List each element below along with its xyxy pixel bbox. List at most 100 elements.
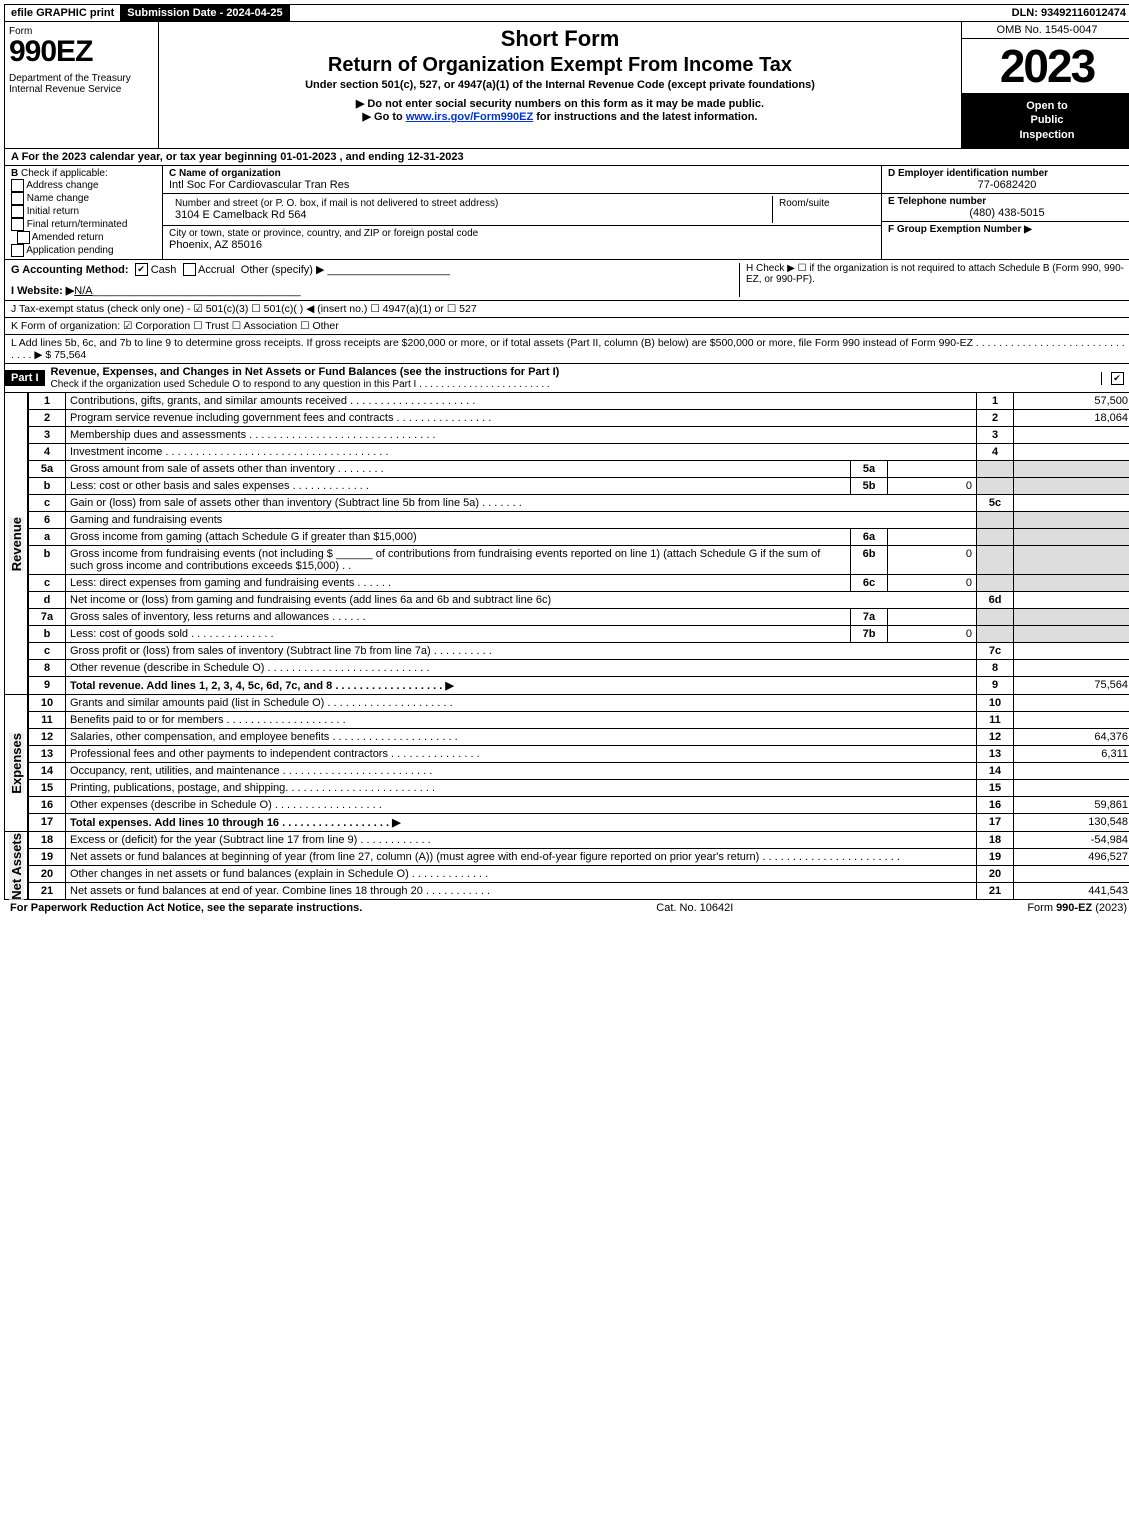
schedule-o-checkbox[interactable]: ✔ [1111,372,1124,385]
form-header: Form 990EZ Department of the Treasury In… [4,22,1129,149]
footer-right-bold: 990-EZ [1056,902,1092,914]
addr-change-checkbox[interactable] [11,179,24,192]
line-6d: dNet income or (loss) from gaming and fu… [29,592,1129,609]
expenses-table: 10Grants and similar amounts paid (list … [28,695,1129,832]
line-12-no: 12 [29,729,66,746]
line-7a-shade2 [1014,609,1129,626]
line-7b-shade2 [1014,626,1129,643]
cash-checkbox[interactable]: ✔ [135,263,148,276]
line-15-no: 15 [29,780,66,797]
line-8: 8Other revenue (describe in Schedule O) … [29,660,1129,677]
header-right: OMB No. 1545-0047 2023 Open to Public In… [962,22,1129,148]
accrual-checkbox[interactable] [183,263,196,276]
opt-addr-change: Address change [26,180,98,191]
line-11-desc: Benefits paid to or for members . . . . … [66,712,977,729]
revenue-table: 1Contributions, gifts, grants, and simil… [28,393,1129,695]
part-i-sub: Check if the organization used Schedule … [51,379,550,390]
pending-checkbox[interactable] [11,244,24,257]
line-7a-no: 7a [29,609,66,626]
netassets-vlabel: Net Assets [9,833,24,900]
footer-right-pre: Form [1027,902,1056,914]
line-1: 1Contributions, gifts, grants, and simil… [29,393,1129,410]
expenses-body: 10Grants and similar amounts paid (list … [28,695,1129,832]
line-21-col: 21 [977,883,1014,900]
line-6c: cLess: direct expenses from gaming and f… [29,575,1129,592]
amended-checkbox[interactable] [17,231,30,244]
line-6b-subamt: 0 [888,546,977,575]
header-left: Form 990EZ Department of the Treasury In… [5,22,159,148]
final-return-checkbox[interactable] [11,218,24,231]
line-2-desc: Program service revenue including govern… [66,410,977,427]
line-5b-subamt: 0 [888,478,977,495]
ein-value: 77-0682420 [888,179,1126,191]
line-5a-shade2 [1014,461,1129,478]
opt-amended: Amended return [32,232,104,243]
c-name-label: C Name of organization [169,168,875,179]
line-6b-pre: Gross income from fundraising events (no… [70,548,336,560]
page-footer: For Paperwork Reduction Act Notice, see … [4,900,1129,916]
line-6c-desc: Less: direct expenses from gaming and fu… [66,575,851,592]
line-12-desc: Salaries, other compensation, and employ… [66,729,977,746]
line-6-shade [977,512,1014,529]
line-6c-sub: 6c [851,575,888,592]
line-18: 18Excess or (deficit) for the year (Subt… [29,832,1129,849]
line-20-amt [1014,866,1129,883]
efile-label[interactable]: efile GRAPHIC print [5,5,121,21]
line-10-col: 10 [977,695,1014,712]
line-16: 16Other expenses (describe in Schedule O… [29,797,1129,814]
top-bar: efile GRAPHIC print Submission Date - 20… [4,4,1129,22]
line-4-amt [1014,444,1129,461]
line-i: I Website: ▶N/A_________________________… [11,284,733,297]
room-label: Room/suite [779,198,869,209]
line-6a-shade [977,529,1014,546]
part-i-title-wrap: Revenue, Expenses, and Changes in Net As… [45,364,1101,392]
irs-link[interactable]: www.irs.gov/Form990EZ [406,111,533,123]
line-1-desc: Contributions, gifts, grants, and simila… [66,393,977,410]
line-9-no: 9 [29,677,66,695]
line-6a-shade2 [1014,529,1129,546]
line-11-no: 11 [29,712,66,729]
dln: DLN: 93492116012474 [1006,5,1129,21]
line-13: 13Professional fees and other payments t… [29,746,1129,763]
netassets-table: 18Excess or (deficit) for the year (Subt… [28,832,1129,900]
line-3: 3Membership dues and assessments . . . .… [29,427,1129,444]
footer-mid: Cat. No. 10642I [656,902,733,914]
line-6b-shade2 [1014,546,1129,575]
line-6b: bGross income from fundraising events (n… [29,546,1129,575]
line-7b-shade [977,626,1014,643]
line-7a-shade [977,609,1014,626]
line-7c-col: 7c [977,643,1014,660]
org-name-cell: C Name of organization Intl Soc For Card… [163,166,881,194]
opt-name-change: Name change [27,193,89,204]
initial-return-checkbox[interactable] [11,205,24,218]
line-2-col: 2 [977,410,1014,427]
line-6-desc: Gaming and fundraising events [66,512,977,529]
footer-right-post: (2023) [1092,902,1127,914]
l-text: L Add lines 5b, 6c, and 7b to line 9 to … [11,337,1125,361]
line-16-no: 16 [29,797,66,814]
line-6a-subamt [888,529,977,546]
footer-left: For Paperwork Reduction Act Notice, see … [10,902,362,914]
line-4: 4Investment income . . . . . . . . . . .… [29,444,1129,461]
line-1-amt: 57,500 [1014,393,1129,410]
name-change-checkbox[interactable] [11,192,24,205]
opt-final: Final return/terminated [27,219,128,230]
submission-date: Submission Date - 2024-04-25 [121,5,289,21]
line-6d-no: d [29,592,66,609]
line-12-col: 12 [977,729,1014,746]
goto-post: for instructions and the latest informat… [533,111,757,123]
line-7b-no: b [29,626,66,643]
line-6c-shade [977,575,1014,592]
line-9-amt: 75,564 [1014,677,1129,695]
line-9: 9 Total revenue. Add lines 1, 2, 3, 4, 5c… [29,677,1129,695]
line-3-col: 3 [977,427,1014,444]
line-6a-sub: 6a [851,529,888,546]
line-4-col: 4 [977,444,1014,461]
line-9-desc-b: Total revenue. Add lines 1, 2, 3, 4, 5c,… [70,680,454,692]
ghi-left: G Accounting Method: ✔ Cash Accrual Othe… [11,263,733,298]
line-5b: bLess: cost or other basis and sales exp… [29,478,1129,495]
line-6a-desc: Gross income from gaming (attach Schedul… [66,529,851,546]
line-7b-sub: 7b [851,626,888,643]
line-18-col: 18 [977,832,1014,849]
revenue-vlabel: Revenue [9,517,24,571]
